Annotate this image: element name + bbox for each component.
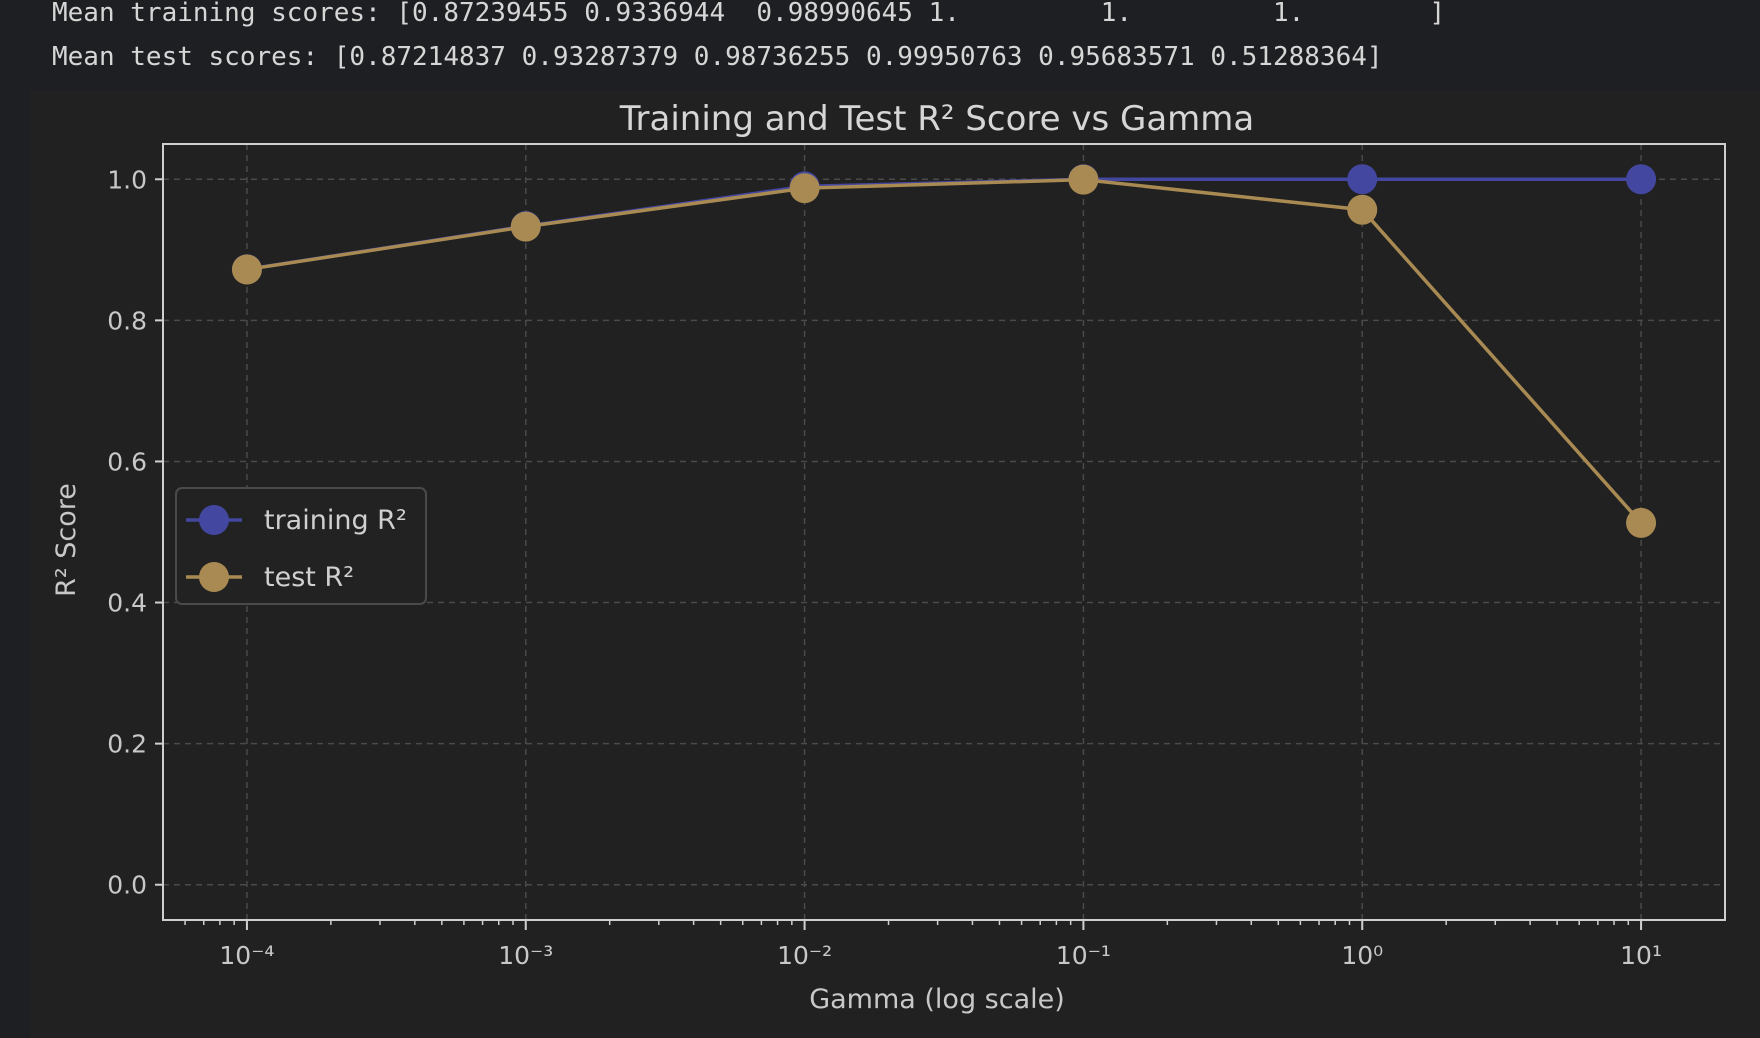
x-tick-label: 10¹ [1620, 941, 1662, 970]
chart-figure: Training and Test R² Score vs Gamma 10⁻⁴… [30, 90, 1760, 1038]
y-tick-label: 0.8 [107, 306, 147, 335]
legend-label: test R² [264, 562, 354, 593]
test-scores-output: Mean test scores: [0.87214837 0.93287379… [52, 42, 1383, 72]
x-tick-label: 10⁻² [777, 941, 832, 970]
legend-marker [199, 505, 229, 535]
y-tick-label: 1.0 [107, 165, 147, 194]
x-axis-label: Gamma (log scale) [809, 984, 1065, 1015]
x-tick-label: 10⁻³ [498, 941, 553, 970]
y-axis-label: R² Score [51, 483, 82, 597]
grid [163, 144, 1725, 920]
series-line-training [246, 177, 1642, 272]
plot-frame [162, 143, 1726, 921]
data-point-test [510, 211, 541, 242]
data-point-test [789, 173, 820, 204]
series-line-test [246, 177, 1643, 525]
data-point-test [231, 254, 262, 285]
r2-gamma-chart: Training and Test R² Score vs Gamma 10⁻⁴… [51, 99, 1726, 1015]
x-minor-ticks [155, 178, 1643, 930]
series [231, 164, 1657, 538]
legend-label: training R² [264, 505, 407, 536]
tick-labels: 10⁻⁴ 10⁻³ 10⁻² 10⁻¹ 10⁰ 10¹ 0.0 0.2 0.4 0.6 0.8 1.0 [107, 165, 1662, 970]
y-tick-label: 0.6 [107, 447, 147, 476]
y-tick-label: 0.0 [107, 871, 147, 900]
y-tick-label: 0.4 [107, 589, 147, 618]
y-tick-label: 0.2 [107, 730, 147, 759]
data-point-test [1068, 164, 1099, 195]
x-tick-label: 10⁰ [1341, 941, 1383, 970]
data-point-test [1626, 507, 1657, 538]
x-tick-label: 10⁻⁴ [219, 941, 274, 970]
legend-marker [199, 562, 229, 592]
data-point-test [1347, 194, 1378, 225]
x-tick-label: 10⁻¹ [1056, 941, 1111, 970]
legend: training R² test R² [175, 487, 427, 605]
training-scores-output: Mean training scores: [0.87239455 0.9336… [52, 0, 1446, 28]
data-point-training [1347, 164, 1378, 195]
chart-title: Training and Test R² Score vs Gamma [619, 99, 1255, 139]
data-point-training [1626, 164, 1657, 195]
legend-box [175, 487, 427, 605]
